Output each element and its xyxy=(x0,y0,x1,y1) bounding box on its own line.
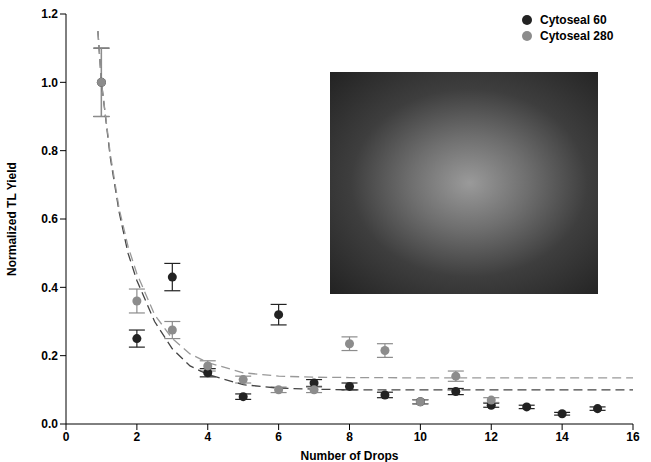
svg-text:8: 8 xyxy=(346,430,353,444)
svg-text:0.2: 0.2 xyxy=(41,349,58,363)
svg-text:0.8: 0.8 xyxy=(41,144,58,158)
svg-text:0.6: 0.6 xyxy=(41,212,58,226)
svg-text:Normalized TL Yield: Normalized TL Yield xyxy=(5,162,19,276)
svg-text:16: 16 xyxy=(626,430,640,444)
svg-text:0: 0 xyxy=(63,430,70,444)
svg-text:14: 14 xyxy=(555,430,569,444)
svg-text:1.2: 1.2 xyxy=(41,7,58,21)
svg-text:0.4: 0.4 xyxy=(41,281,58,295)
svg-text:4: 4 xyxy=(204,430,211,444)
svg-text:10: 10 xyxy=(414,430,428,444)
svg-text:0.0: 0.0 xyxy=(41,417,58,431)
svg-text:Number of Drops: Number of Drops xyxy=(300,449,398,462)
svg-text:1.0: 1.0 xyxy=(41,76,58,90)
svg-text:2: 2 xyxy=(134,430,141,444)
svg-text:12: 12 xyxy=(485,430,499,444)
html-text:Cytoseal 280: Cytoseal 280 xyxy=(540,29,614,43)
svg-text:6: 6 xyxy=(275,430,282,444)
html-text:Cytoseal 60: Cytoseal 60 xyxy=(540,13,607,27)
